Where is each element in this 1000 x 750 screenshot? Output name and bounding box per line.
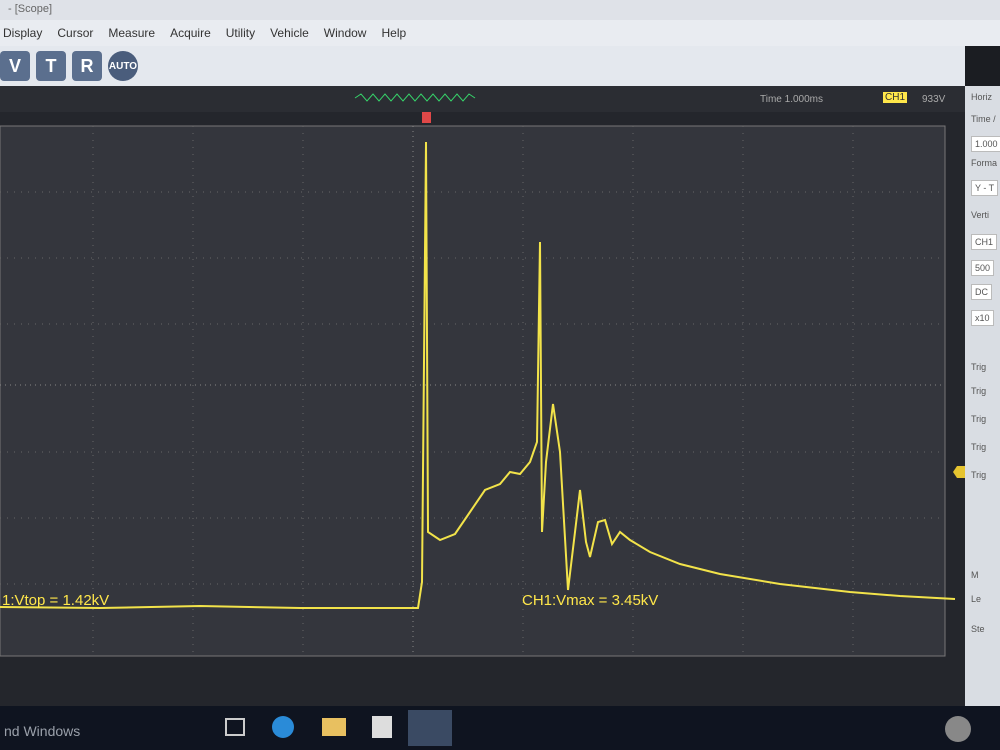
menu-bar: Display Cursor Measure Acquire Utility Vehicl… <box>0 20 1000 46</box>
scope-display: 1:Vtop = 1.42kV CH1:Vmax = 3.45kV <box>0 112 965 706</box>
panel-field[interactable]: CH1 <box>971 234 998 250</box>
title-bar: - [Scope] <box>0 0 1000 20</box>
toolbar-button[interactable]: AUTO <box>108 51 138 81</box>
timebase: Time 1.000ms <box>760 94 823 105</box>
panel-label: Le <box>971 594 982 604</box>
timeline-indicator <box>354 93 476 102</box>
panel-field[interactable]: 500 <box>971 260 995 276</box>
menu-item[interactable]: Measure <box>108 26 156 40</box>
panel-label: Time / <box>971 114 996 124</box>
help-icon[interactable] <box>945 716 971 742</box>
toolbar-button[interactable]: R <box>72 51 102 81</box>
measurement: 1:Vtop = 1.42kV <box>2 592 109 609</box>
panel-field[interactable]: Y - T <box>971 180 999 196</box>
menu-item[interactable]: Vehicle <box>270 26 309 40</box>
panel-label: Trig <box>971 386 987 396</box>
panel-field[interactable]: DC <box>971 284 992 300</box>
menu-item[interactable]: Window <box>323 26 367 40</box>
explorer-icon[interactable] <box>322 718 346 736</box>
panel-label: Trig <box>971 362 987 372</box>
panel-label: Trig <box>971 470 987 480</box>
edge-icon[interactable] <box>272 716 294 738</box>
panel-label: Trig <box>971 414 987 424</box>
panel-label: M <box>971 570 979 580</box>
toolbar: V T R AUTO <box>0 46 965 86</box>
scope-app-icon[interactable] <box>408 710 452 746</box>
panel-label: Horiz <box>971 92 993 102</box>
panel-label: Forma <box>971 158 998 168</box>
panel-field[interactable]: 1.000 <box>971 136 1000 152</box>
trigger-level: 933V <box>922 94 946 105</box>
menu-item[interactable]: Display <box>3 26 43 40</box>
panel-label: Verti <box>971 210 990 220</box>
measurement: CH1:Vmax = 3.45kV <box>522 592 658 609</box>
menu-item[interactable]: Utility <box>225 26 256 40</box>
toolbar-button[interactable]: T <box>36 51 66 81</box>
toolbar-button[interactable]: V <box>0 51 30 81</box>
task-view-icon[interactable] <box>225 718 245 736</box>
taskbar: nd Windows <box>0 706 1000 750</box>
status-bar: Time 1.000ms CH1 933V <box>0 86 965 112</box>
store-icon[interactable] <box>372 716 392 738</box>
activation-text: nd Windows <box>4 723 81 739</box>
menu-item[interactable]: Cursor <box>57 26 94 40</box>
panel-label: Trig <box>971 442 987 452</box>
panel-field[interactable]: x10 <box>971 310 994 326</box>
side-panel: Horiz Time / 1.000 Forma Y - T Verti CH1 500 DC x… <box>965 86 1000 706</box>
window-title: - [Scope] <box>8 3 53 15</box>
panel-label: Ste <box>971 624 985 634</box>
menu-item[interactable]: Acquire <box>170 26 211 40</box>
channel: CH1 <box>883 92 908 103</box>
menu-item[interactable]: Help <box>381 26 407 40</box>
